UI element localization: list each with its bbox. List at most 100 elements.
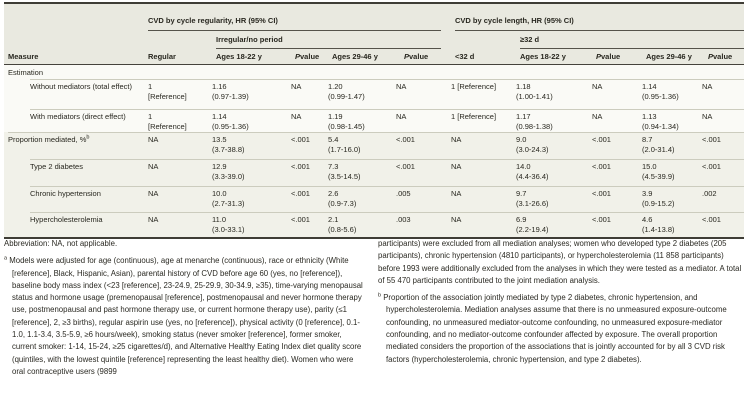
table-cell: 14.0 (4.4-36.4) [516,162,549,181]
table-header: CVD by cycle regularity, HR (95% CI) CVD… [4,4,744,65]
table-cell: 9.7 (3.1-26.6) [516,189,549,208]
footnote-a-continuation: participants) were excluded from all med… [378,239,742,285]
table-cell: 1 [Reference] [148,82,187,101]
footnote-marker: b [86,134,90,141]
group-header-label: CVD by cycle regularity, HR (95% CI) [148,16,278,25]
table-cell: .003 [396,215,411,224]
table-cell: 2.6 (0.9-7.3) [328,189,357,208]
abbreviation-note: Abbreviation: NA, not applicable. [4,239,118,248]
row-label: Type 2 diabetes [30,162,83,171]
table-cell: NA [291,82,302,91]
table-cell: 6.9 (2.2-19.4) [516,215,549,234]
row-label: Proportion mediated, %b [8,134,90,144]
table-cell: NA [396,112,407,121]
table-cell: <.001 [592,135,611,144]
row-label: Chronic hypertension [30,189,101,198]
group-header-cycle-length: CVD by cycle length, HR (95% CI) [455,4,744,31]
table-cell: 2.1 (0.8-5.6) [328,215,357,234]
col-header-ages-29-46: Ages 29-46 y [646,52,692,61]
table-cell: <.001 [702,215,721,224]
table-cell: 1.20 (0.99-1.47) [328,82,365,101]
col-header-ages-18-22: Ages 18-22 y [216,52,262,61]
table-cell: 1.19 (0.98-1.45) [328,112,365,131]
table-cell: NA [148,215,159,224]
table-cell: 5.4 (1.7-16.0) [328,135,361,154]
table-body: Estimation Without mediators (total effec… [4,65,744,239]
mediation-table: CVD by cycle regularity, HR (95% CI) CVD… [4,2,744,239]
sub-header-irregular: Irregular/no period [216,31,441,49]
footnote-b-marker: b [378,292,382,299]
table-cell: 1 [Reference] [451,112,497,121]
col-header-ages-18-22: Ages 18-22 y [520,52,566,61]
table-cell: 10.0 (2.7-31.3) [212,189,245,208]
table-row: Without mediators (total effect) 1 [Refere… [4,79,744,109]
table-cell: <.001 [396,162,415,171]
table-cell: 3.9 (0.9-15.2) [642,189,675,208]
table-cell: 7.3 (3.5-14.5) [328,162,361,181]
table-row: Proportion mediated, %b NA 13.5 (3.7-38.8) <… [4,132,744,159]
table-cell: <.001 [291,135,310,144]
table-cell: 15.0 (4.5-39.9) [642,162,675,181]
col-header-ages-29-46: Ages 29-46 y [332,52,378,61]
table-row: Type 2 diabetes NA 12.9 (3.3-39.0) <.001 7.3(… [4,159,744,186]
table-cell: 12.9 (3.3-39.0) [212,162,245,181]
footnote-column-left: Abbreviation: NA, not applicable. a Mode… [4,238,366,383]
col-header-p-value: P value [404,52,429,61]
table-cell: 1.14 (0.95-1.36) [642,82,679,101]
col-header-measure: Measure [8,52,39,61]
table-cell: 1.16 (0.97-1.39) [212,82,249,101]
footnote-a-marker: a [4,255,8,262]
table-cell: NA [148,135,159,144]
table-row: Estimation [4,65,744,79]
table-row: With mediators (direct effect) 1 [Referenc… [4,109,744,132]
row-label: With mediators (direct effect) [30,112,126,121]
table-row: Chronic hypertension NA 10.0 (2.7-31.3) <.00… [4,186,744,212]
table-cell: NA [451,189,462,198]
table-cell: <.001 [291,162,310,171]
row-label: Estimation [8,68,44,77]
table-cell: .005 [396,189,411,198]
table-cell: <.001 [592,162,611,171]
footnote-a-text: Models were adjusted for age (continuous… [9,256,363,376]
footnote-a: a Models were adjusted for age (continuo… [4,255,366,378]
sub-header-label: Irregular/no period [216,35,283,44]
table-cell: NA [702,112,713,121]
table-cell: 13.5 (3.7-38.8) [212,135,245,154]
col-header-p-value: P value [708,52,733,61]
table-cell: 1.13 (0.94-1.34) [642,112,679,131]
group-header-cycle-regularity: CVD by cycle regularity, HR (95% CI) [148,4,441,31]
table-cell: NA [451,162,462,171]
table-cell: 1 [Reference] [451,82,497,91]
table-cell: 4.6 (1.4-13.8) [642,215,675,234]
table-cell: 1.18 (1.00-1.41) [516,82,553,101]
table-cell: NA [451,215,462,224]
footnote-b: b Proportion of the association jointly … [378,292,744,366]
table-cell: NA [451,135,462,144]
footnote-column-right: participants) were excluded from all med… [378,238,744,371]
table-cell: <.001 [702,135,721,144]
row-label: Without mediators (total effect) [30,82,132,91]
table-cell: NA [702,82,713,91]
table-cell: 1.14 (0.95-1.36) [212,112,249,131]
table-cell: .002 [702,189,717,198]
table-cell: <.001 [702,162,721,171]
table-cell: NA [592,112,603,121]
table-cell: NA [291,112,302,121]
col-header-lt-32: <32 d [455,52,475,61]
table-cell: 8.7 (2.0-31.4) [642,135,675,154]
table-cell: <.001 [291,189,310,198]
sub-header-label: ≥32 d [520,35,540,44]
table-cell: <.001 [592,215,611,224]
table-cell: NA [148,189,159,198]
table-cell: NA [148,162,159,171]
table-cell: 9.0 (3.0-24.3) [516,135,549,154]
table-cell: <.001 [396,135,415,144]
col-header-p-value: P value [596,52,621,61]
sub-header-ge32: ≥32 d [520,31,744,49]
table-cell: NA [396,82,407,91]
col-header-regular: Regular [148,52,176,61]
table-cell: NA [592,82,603,91]
table-row: Hypercholesterolemia NA 11.0 (3.0-33.1) <.00… [4,212,744,237]
table-cell: 11.0 (3.0-33.1) [212,215,245,234]
